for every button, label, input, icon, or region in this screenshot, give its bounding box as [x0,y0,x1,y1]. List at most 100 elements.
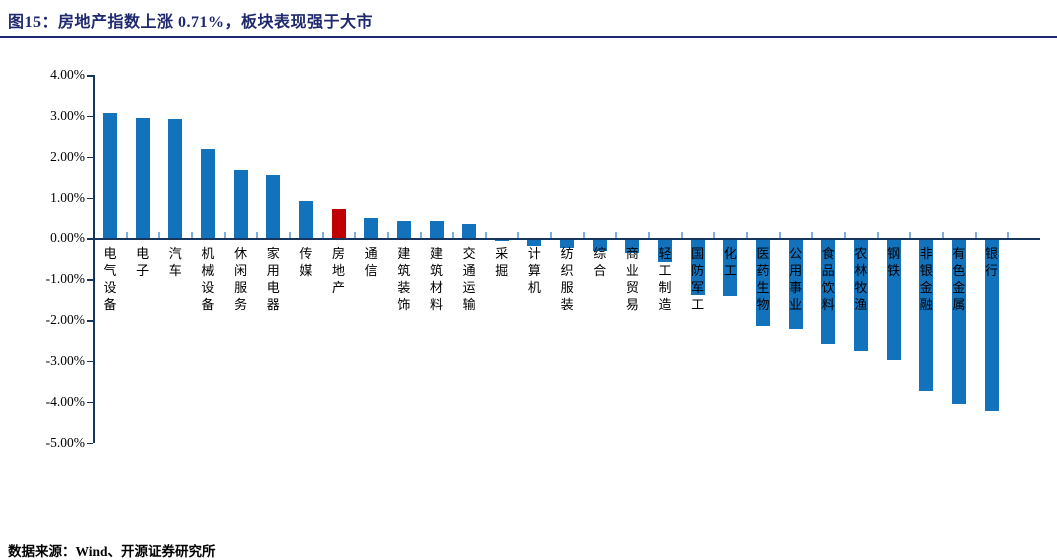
y-axis-tick [87,156,93,159]
bar-汽车 [168,119,183,239]
y-axis-tick [87,401,93,404]
category-label-纺织服装: 纺织服装 [560,246,574,313]
category-label-计算机: 计算机 [527,246,541,296]
x-axis-category-tick [158,232,161,239]
x-axis-category-tick [974,232,977,239]
category-label-传媒: 传媒 [299,246,313,279]
category-label-汽车: 汽车 [168,246,182,279]
y-axis-tick [87,442,93,445]
bar-国防军工 [690,239,705,296]
bar-传媒 [298,201,313,239]
category-label-建筑装饰: 建筑装饰 [397,246,411,313]
y-axis-tick [87,360,93,363]
y-axis-tick [87,75,93,77]
bar-钢铁 [886,239,901,360]
bar-有色金属 [951,239,966,405]
x-axis-category-tick [386,232,389,239]
y-axis-tick [87,197,93,200]
bar-化工 [723,239,738,297]
x-axis-category-tick [746,232,748,239]
category-label-化工: 化工 [723,246,737,279]
data-source-note: 数据来源：Wind、开源证券研究所 [8,544,216,559]
x-axis-category-tick [843,232,846,239]
bar-农林牧渔 [853,239,868,351]
y-axis-line [93,75,95,443]
x-axis-category-tick [648,232,651,239]
bar-公用事业 [788,239,803,329]
bar-家用电器 [266,174,281,239]
x-axis-zero-line [93,238,1041,240]
x-axis-category-tick [419,232,422,239]
x-axis-category-tick [223,232,226,239]
category-label-国防军工: 国防军工 [691,246,705,313]
y-axis-tick-label: 0.00% [50,230,85,246]
chart-title: 图15：房地产指数上涨 0.71%，板块表现强于大市 [8,14,374,31]
bar-医药生物 [756,239,770,327]
y-axis-tick-label: -4.00% [45,393,85,409]
y-axis-tick [87,238,93,240]
x-axis-category-tick [256,232,259,239]
category-label-医药生物: 医药生物 [756,246,770,313]
x-axis-category-tick [941,232,944,239]
category-label-公用事业: 公用事业 [789,246,803,313]
x-axis-category-tick [452,232,455,239]
bar-商业贸易 [625,239,640,254]
x-axis-category-tick [680,232,683,239]
x-axis-category-tick [582,232,585,239]
y-axis-tick [87,279,93,281]
y-axis-tick-label: 1.00% [50,189,85,205]
y-axis-tick-label: -2.00% [45,312,85,328]
x-axis-category-tick [321,232,324,239]
bar-食品饮料 [821,239,836,345]
bar-非银金融 [919,239,934,391]
x-axis-category-tick [909,232,912,239]
bar-银行 [984,239,999,411]
category-label-电气设备: 电气设备 [103,246,117,313]
category-label-休闲服务: 休闲服务 [234,246,248,313]
bar-电子 [135,117,150,239]
bar-建筑材料 [429,221,444,239]
bar-纺织服装 [560,239,575,249]
bar-计算机 [527,239,542,247]
category-label-家用电器: 家用电器 [266,246,280,313]
x-axis-category-tick [484,232,487,239]
y-axis-tick-label: 3.00% [50,107,85,123]
y-axis-tick-label: -3.00% [45,352,85,368]
category-label-商业贸易: 商业贸易 [625,246,639,313]
category-label-银行: 银行 [985,246,999,279]
x-axis-category-tick [288,232,291,239]
x-axis-category-tick [550,232,553,239]
x-axis-category-tick [1007,232,1010,239]
x-axis-category-tick [778,232,781,239]
category-label-交通运输: 交通运输 [462,246,476,313]
bar-机械设备 [200,148,215,239]
bar-综合 [592,239,607,251]
category-label-非银金融: 非银金融 [919,246,933,313]
x-axis-category-tick [125,232,128,239]
bar-电气设备 [103,112,117,239]
category-label-房地产: 房地产 [332,246,346,296]
category-label-综合: 综合 [593,246,607,279]
bar-采掘 [494,239,509,242]
x-axis-category-tick [615,232,618,239]
y-axis-tick-label: 4.00% [50,67,85,82]
bar-轻工制造 [658,239,673,262]
category-label-钢铁: 钢铁 [887,246,901,279]
x-axis-category-tick [876,232,879,239]
x-axis-category-tick [190,232,193,239]
category-label-通信: 通信 [364,246,378,279]
category-label-轻工制造: 轻工制造 [658,246,672,313]
x-axis-category-tick [811,232,814,239]
category-label-建筑材料: 建筑材料 [429,246,443,313]
category-label-食品饮料: 食品饮料 [821,246,835,313]
category-label-采掘: 采掘 [495,246,509,279]
bar-建筑装饰 [396,220,411,239]
category-label-有色金属: 有色金属 [952,246,966,313]
category-label-电子: 电子 [136,246,150,279]
title-underline-rule [0,36,1057,38]
y-axis-tick [87,115,93,118]
y-axis-tick-label: -1.00% [45,271,85,287]
bar-交通运输 [462,223,477,239]
y-axis-tick-label: 2.00% [50,148,85,164]
